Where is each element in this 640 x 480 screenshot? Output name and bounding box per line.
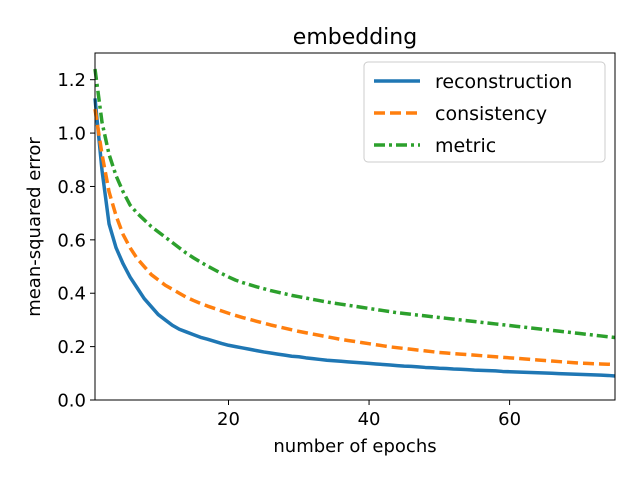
- x-axis-label: number of epochs: [273, 436, 436, 457]
- y-axis-label: mean-squared error: [24, 137, 45, 317]
- y-tick-label-0.4: 0.4: [57, 284, 86, 305]
- y-tick-label-1.2: 1.2: [57, 70, 86, 91]
- x-tick-label-40: 40: [358, 409, 381, 430]
- series-line-reconstruction: [93, 98, 616, 378]
- x-tick-label-20: 20: [217, 409, 240, 430]
- plot-frame: [94, 52, 616, 401]
- legend: reconstruction consistency metric: [363, 61, 606, 163]
- series-layer: [93, 68, 616, 378]
- legend-label-reconstruction: reconstruction: [435, 71, 572, 93]
- series-line-consistency: [93, 108, 616, 367]
- y-tick-label-0.8: 0.8: [57, 177, 86, 198]
- y-tick-label-0: 0.0: [57, 391, 86, 412]
- y-tick-label-0.6: 0.6: [57, 230, 86, 251]
- y-tick-label-1: 1.0: [57, 124, 86, 145]
- y-tick-label-0.2: 0.2: [57, 337, 86, 358]
- legend-box: [363, 61, 606, 163]
- x-tick-label-60: 60: [498, 409, 521, 430]
- legend-label-metric: metric: [435, 135, 496, 157]
- chart-title: embedding: [293, 25, 417, 50]
- axes-layer: 20 40 60 0.0 0.2 0.4 0.6 0.8 1.0 1.2: [57, 52, 616, 430]
- legend-label-consistency: consistency: [435, 103, 547, 125]
